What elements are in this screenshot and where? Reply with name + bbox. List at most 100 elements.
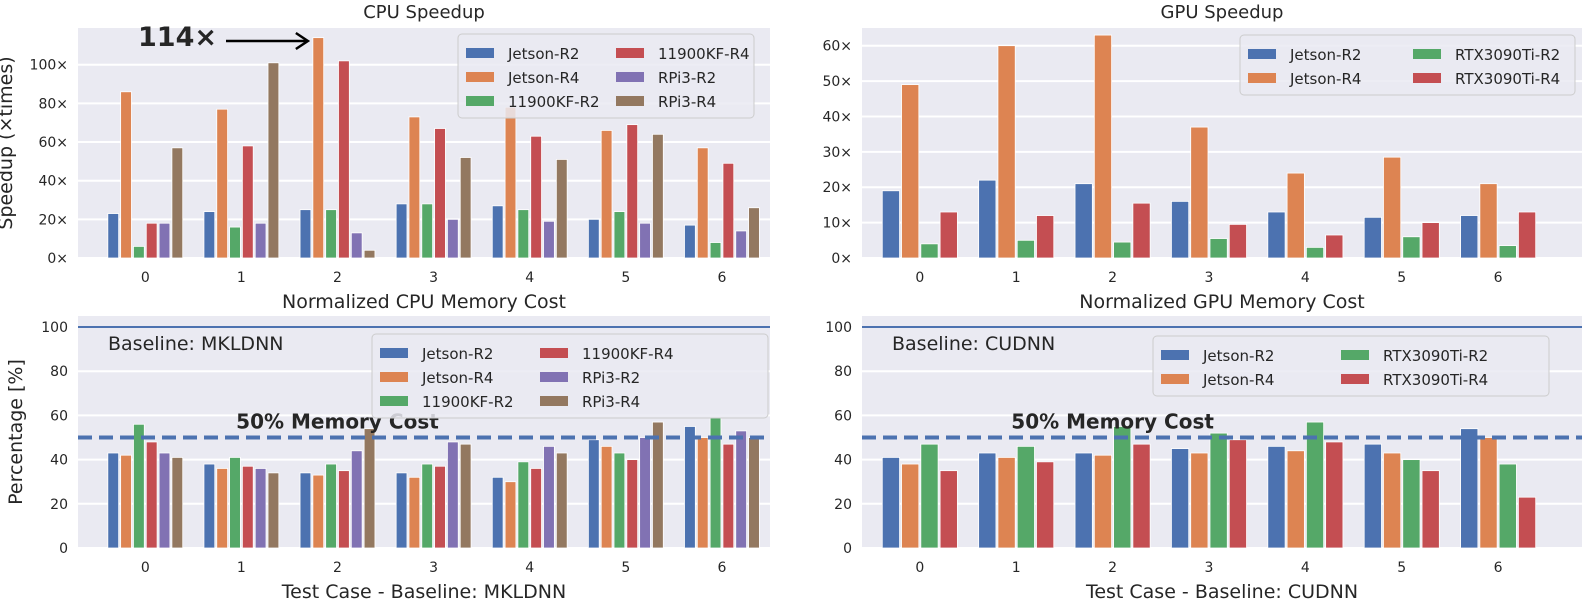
reference-line-label: 50% Memory Cost — [1011, 410, 1214, 434]
bar-rtx3090ti-r2-4 — [1305, 421, 1325, 549]
bar-11900kf-r4-6 — [722, 443, 735, 549]
legend-entry: Jetson-R4 — [1289, 70, 1361, 88]
bar-11900kf-r4-5 — [626, 459, 639, 549]
legend-swatch — [380, 372, 408, 382]
bar-jetson-r2-2 — [299, 209, 312, 259]
bar-rtx3090ti-r4-5 — [1421, 470, 1440, 549]
bar-11900kf-r4-5 — [626, 124, 639, 259]
bar-rpi3-r4-0 — [171, 457, 184, 549]
bar-rpi3-r2-0 — [158, 222, 171, 259]
bar-jetson-r2-0 — [107, 452, 120, 549]
x-tick-label: 4 — [1301, 560, 1310, 576]
bar-jetson-r4-0 — [120, 454, 132, 549]
bar-rtx3090ti-r4-1 — [1036, 461, 1055, 549]
bar-11900kf-r4-3 — [434, 465, 446, 549]
legend-swatch — [540, 348, 568, 358]
bar-rpi3-r4-2 — [363, 428, 376, 549]
bar-rtx3090ti-r4-6 — [1518, 496, 1537, 549]
bar-rpi3-r2-3 — [447, 441, 459, 549]
bar-jetson-r2-4 — [491, 476, 504, 549]
x-tick-label: 4 — [1301, 270, 1310, 286]
bar-11900kf-r2-4 — [517, 209, 530, 259]
bar-jetson-r4-3 — [408, 476, 421, 549]
bar-jetson-r2-0 — [107, 213, 120, 259]
legend-entry: RTX3090Ti-R4 — [1383, 371, 1488, 389]
bar-jetson-r2-6 — [684, 224, 696, 259]
bar-11900kf-r2-2 — [325, 209, 337, 259]
x-tick-label: 0 — [915, 560, 924, 576]
bar-jetson-r2-4 — [491, 205, 504, 259]
y-tick-label: 60 — [834, 408, 852, 424]
y-tick-label: 100 — [41, 320, 68, 336]
legend-entry: Jetson-R2 — [421, 345, 493, 363]
bar-jetson-r2-3 — [395, 203, 408, 259]
x-axis-label: Test Case - Baseline: MKLDNN — [281, 581, 566, 603]
legend-entry: Jetson-R2 — [507, 45, 579, 63]
x-tick-label: 3 — [1205, 270, 1214, 286]
y-tick-label: 100 — [825, 320, 852, 336]
x-axis-label: Test Case - Baseline: CUDNN — [1085, 581, 1358, 603]
bar-11900kf-r4-3 — [434, 128, 446, 259]
bar-11900kf-r4-2 — [338, 470, 350, 549]
baseline-label: Baseline: CUDNN — [892, 333, 1055, 355]
bar-rpi3-r4-3 — [459, 443, 472, 549]
bar-jetson-r2-0 — [881, 190, 900, 259]
y-tick-label: 60× — [822, 39, 852, 55]
legend-entry: RPi3-R2 — [658, 69, 716, 87]
x-tick-label: 3 — [429, 270, 438, 286]
bar-jetson-r2-5 — [587, 439, 600, 549]
y-tick-label: 60× — [38, 135, 68, 151]
legend-swatch — [1341, 350, 1369, 360]
y-tick-label: 20 — [834, 497, 852, 513]
annotation-arrowhead — [295, 31, 311, 51]
x-tick-label: 1 — [237, 560, 246, 576]
bar-rpi3-r4-2 — [363, 249, 376, 259]
bar-rpi3-r2-4 — [543, 220, 555, 259]
bar-rpi3-r4-6 — [748, 437, 760, 549]
bar-jetson-r4-4 — [1286, 450, 1305, 549]
bar-rpi3-r2-1 — [254, 222, 267, 259]
bar-jetson-r2-5 — [1363, 443, 1382, 549]
bar-jetson-r4-6 — [696, 437, 709, 549]
y-tick-label: 0× — [831, 251, 852, 267]
bar-jetson-r4-1 — [997, 45, 1016, 259]
bar-rpi3-r4-1 — [267, 62, 280, 259]
x-tick-label: 6 — [717, 270, 726, 286]
gpu-speedup-panel: 0× 10× 20× 30× 40× 50× 60× 0 1 2 3 4 5 6 GPU Speedup No… — [822, 2, 1582, 313]
legend-entry: RPi3-R2 — [582, 369, 640, 387]
bar-11900kf-r2-2 — [325, 463, 337, 549]
bar-jetson-r4-3 — [1190, 126, 1209, 259]
bar-jetson-r2-5 — [587, 218, 600, 259]
y-tick-label: 20× — [822, 180, 852, 196]
bar-jetson-r4-1 — [216, 108, 228, 259]
bar-jetson-r4-5 — [1383, 452, 1402, 549]
bar-jetson-r4-0 — [901, 463, 920, 549]
legend-swatch — [616, 48, 644, 58]
y-tick-label: 40× — [38, 174, 68, 190]
baseline-label: Baseline: MKLDNN — [108, 333, 284, 355]
bar-jetson-r2-1 — [203, 211, 216, 259]
x-tick-label: 5 — [621, 270, 630, 286]
bar-jetson-r4-3 — [408, 116, 421, 259]
bar-rpi3-r4-6 — [748, 207, 760, 259]
x-tick-label: 5 — [1397, 270, 1406, 286]
x-tick-label: 5 — [621, 560, 630, 576]
y-tick-label: 30× — [822, 145, 852, 161]
x-tick-label: 6 — [717, 560, 726, 576]
bar-rtx3090ti-r2-6 — [1498, 463, 1517, 549]
x-tick-label: 1 — [1012, 270, 1021, 286]
legend-swatch — [1413, 73, 1441, 83]
bar-11900kf-r2-1 — [229, 457, 241, 549]
legend-box — [371, 333, 769, 419]
y-tick-label: 0 — [843, 541, 852, 557]
bar-rpi3-r2-6 — [735, 230, 747, 259]
legend-entry: 11900KF-R2 — [508, 93, 600, 111]
x-axis-label: Normalized CPU Memory Cost — [282, 291, 566, 313]
bar-jetson-r4-4 — [1286, 172, 1305, 259]
legend-entry: Jetson-R4 — [421, 369, 493, 387]
bar-11900kf-r2-1 — [229, 226, 241, 259]
bar-jetson-r2-2 — [1074, 183, 1093, 259]
x-tick-label: 1 — [1012, 560, 1021, 576]
bar-jetson-r4-2 — [1093, 34, 1113, 259]
